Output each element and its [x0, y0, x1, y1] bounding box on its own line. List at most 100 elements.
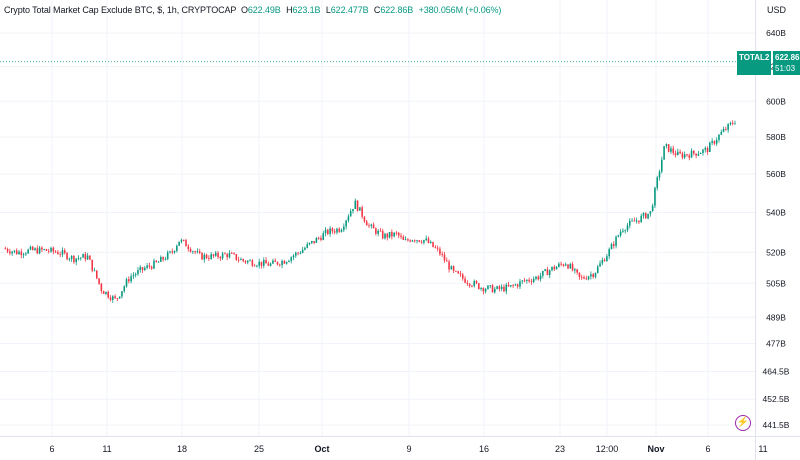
symbol-legend: Crypto Total Market Cap Exclude BTC, $, … — [4, 5, 502, 15]
candle-body — [606, 256, 608, 262]
candle-body — [29, 246, 32, 250]
candle-body — [308, 242, 311, 245]
candle-body — [148, 265, 151, 267]
candle-body — [729, 122, 732, 124]
time-tick-label: Oct — [314, 444, 329, 454]
candle-body — [464, 278, 466, 283]
candle-body — [439, 248, 441, 255]
currency-label[interactable]: USD — [766, 5, 786, 15]
candle-body — [180, 239, 183, 242]
candle-body — [244, 260, 247, 263]
candle-body — [546, 269, 549, 276]
candle-body — [141, 267, 144, 270]
candle-body — [500, 286, 503, 289]
candle-body — [512, 285, 514, 286]
candle-body — [578, 272, 581, 277]
time-tick-label: 23 — [555, 444, 565, 454]
price-tick-label: 505B — [766, 278, 786, 288]
candle-body — [526, 279, 528, 281]
candle-body — [359, 207, 361, 211]
candle-body — [361, 207, 363, 217]
candle-body — [343, 226, 345, 231]
candle-body — [139, 267, 142, 271]
candle-body — [125, 279, 128, 287]
candle-body — [107, 291, 110, 298]
candle-body — [128, 279, 130, 282]
candle-body — [521, 280, 524, 282]
time-tick-label: 18 — [177, 444, 187, 454]
candle-body — [619, 231, 622, 236]
symbol-badge-label: TOTAL2 — [739, 53, 770, 62]
candle-body — [695, 153, 697, 156]
candle-body — [450, 266, 453, 270]
candle-body — [98, 278, 100, 284]
candle-body — [144, 267, 146, 270]
candle-body — [468, 283, 471, 286]
candle-body — [86, 255, 89, 260]
candle-body — [601, 260, 604, 264]
price-tick-label: 520B — [766, 247, 786, 257]
candle-body — [91, 259, 94, 271]
candle-body — [711, 141, 713, 143]
candle-body — [731, 122, 734, 124]
time-tick-label: 25 — [254, 444, 264, 454]
candle-body — [205, 254, 208, 259]
candle-body — [498, 286, 501, 289]
candle-body — [432, 241, 434, 248]
candle-body — [116, 298, 119, 299]
candle-body — [427, 238, 430, 243]
candle-body — [587, 276, 590, 280]
candle-body — [375, 228, 377, 234]
candle-body — [551, 266, 553, 271]
price-tick-label: 441.5B — [763, 420, 790, 430]
candle-body — [95, 270, 98, 279]
candle-body — [542, 270, 544, 276]
lightning-bolt-icon[interactable]: ⚡ — [735, 415, 751, 431]
time-tick-label: 6 — [705, 444, 710, 454]
candle-body — [324, 229, 327, 234]
candle-body — [553, 266, 556, 270]
candle-body — [276, 261, 279, 265]
candle-body — [523, 280, 526, 282]
candle-body — [9, 251, 11, 254]
candle-body — [386, 233, 389, 238]
change-value: +380.056M (+0.06%) — [418, 5, 502, 15]
candle-body — [100, 283, 103, 292]
price-tick-label: 489B — [766, 312, 786, 322]
candle-body — [617, 235, 620, 237]
candle-body — [13, 250, 16, 252]
candle-body — [599, 263, 601, 267]
candle-body — [217, 252, 219, 258]
candle-body — [146, 265, 148, 268]
candle-body — [475, 281, 478, 284]
candle-body — [338, 228, 341, 232]
candle-body — [644, 213, 647, 219]
candle-body — [20, 251, 23, 256]
candle-body — [249, 260, 251, 262]
candle-body — [548, 270, 551, 276]
candle-body — [45, 249, 48, 251]
candle-body — [397, 232, 400, 236]
candle-body — [68, 258, 71, 260]
candle-body — [580, 276, 583, 278]
candle-body — [354, 200, 357, 209]
candle-body — [235, 254, 238, 260]
candle-body — [171, 251, 174, 253]
candle-body — [224, 253, 226, 255]
candle-body — [567, 264, 569, 269]
candle-body — [379, 230, 382, 232]
candle-body — [189, 249, 192, 252]
candle-body — [258, 261, 261, 266]
candle-body — [114, 296, 116, 299]
candle-body — [583, 277, 585, 279]
candle-body — [480, 287, 482, 289]
candle-body — [459, 273, 462, 275]
candle-body — [347, 216, 350, 221]
candle-body — [15, 250, 18, 255]
candle-body — [363, 216, 366, 222]
candle-body — [196, 251, 199, 253]
candle-body — [503, 286, 505, 292]
candle-body — [130, 276, 132, 282]
candle-body — [448, 261, 450, 270]
